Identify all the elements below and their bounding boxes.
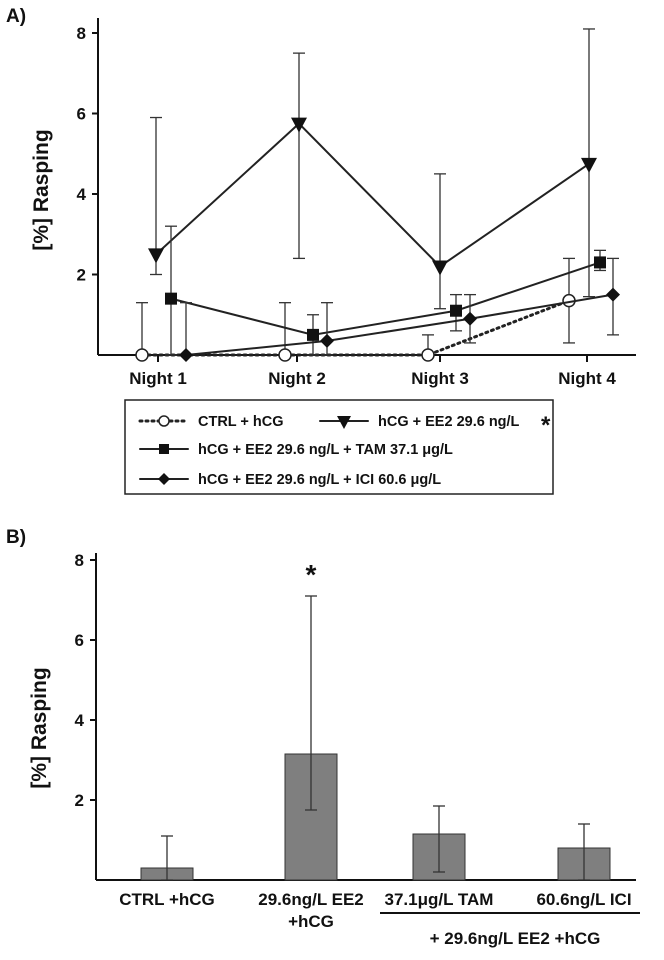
series-3-line: [170, 261, 601, 336]
bar-errorbar: [433, 805, 445, 873]
bar-group-2: * 29.6ng/L EE2 +hCG: [258, 559, 364, 931]
panel-b-ytick-label: 8: [75, 551, 84, 570]
series-2-errorbar: [150, 116, 162, 276]
panel-a-ylabel: [%] Rasping: [30, 129, 53, 250]
legend-label: hCG + EE2 29.6 ng/L + TAM 37.1 μg/L: [198, 442, 453, 458]
panel-a-xtick-label: Night 2: [268, 369, 326, 388]
legend-significance-star: *: [541, 412, 551, 439]
legend-label: hCG + EE2 29.6 ng/L + ICI 60.6 μg/L: [198, 472, 441, 488]
bar-group-4: 60.6ng/L ICI: [536, 823, 632, 909]
bar-significance-star: *: [306, 559, 317, 590]
panel-b-ytick-label: 6: [75, 631, 84, 650]
panel-a-ytick-label: 4: [77, 185, 87, 204]
panel-b-label: B): [6, 527, 26, 548]
panel-a-ytick-label: 8: [77, 24, 86, 43]
series-4: [179, 257, 620, 362]
legend-item-4: hCG + EE2 29.6 ng/L + ICI 60.6 μg/L: [139, 472, 441, 488]
series-3-point: [450, 304, 462, 317]
series-4-point: [606, 287, 620, 302]
series-3-errorbar: [165, 225, 177, 356]
legend-item-1: CTRL + hCG: [138, 414, 284, 430]
series-4-point: [463, 311, 477, 326]
panel-a-label: A): [6, 6, 26, 27]
series-2-line: [155, 122, 590, 268]
bar-group-1: CTRL +hCG: [119, 835, 215, 909]
series-2-errorbar: [293, 52, 305, 260]
series-3-point: [165, 292, 177, 305]
series-4-point: [179, 348, 193, 362]
series-4-point: [320, 333, 334, 348]
bar-errorbar: [161, 835, 173, 881]
series-2-point: [291, 117, 307, 133]
legend-marker: [159, 444, 169, 454]
series-2-point: [148, 248, 164, 264]
panel-b-ytick-label: 4: [75, 711, 85, 730]
series-2-point: [581, 157, 597, 173]
panel-a-xtick-label: Night 3: [411, 369, 469, 388]
legend-item-3: hCG + EE2 29.6 ng/L + TAM 37.1 μg/L: [139, 442, 453, 458]
legend-label: CTRL + hCG: [198, 414, 284, 430]
series-1-point: [135, 348, 149, 362]
series-1-errorbar: [136, 302, 148, 356]
series-1-point: [421, 348, 435, 362]
panel-b-ytick-label: 2: [75, 791, 84, 810]
bar-group-3: 37.1μg/L TAM: [385, 805, 494, 909]
panel-a-xtick-label: Night 1: [129, 369, 187, 388]
series-2-errorbar: [434, 173, 446, 310]
bar-category-label: 37.1μg/L TAM: [385, 890, 494, 909]
legend-marker: [158, 415, 170, 427]
legend-box: [124, 399, 554, 495]
series-1: [135, 257, 576, 362]
series-1-point: [278, 348, 292, 362]
legend-marker: [158, 473, 170, 485]
panel-a-xtick-label: Night 4: [558, 369, 616, 388]
legend-marker: [337, 416, 351, 429]
group-label: + 29.6ng/L EE2 +hCG: [430, 929, 601, 948]
bar-category-label: CTRL +hCG: [119, 890, 215, 909]
series-4-errorbar: [180, 302, 192, 356]
series-3-point: [307, 328, 319, 341]
series-4-line: [185, 293, 614, 356]
legend-label: hCG + EE2 29.6 ng/L: [378, 414, 520, 430]
bar-category-label-line2: +hCG: [288, 912, 334, 931]
series-3-point: [594, 256, 606, 269]
bar-category-label: 29.6ng/L EE2: [258, 890, 364, 909]
legend-item-2: hCG + EE2 29.6 ng/L *: [319, 412, 551, 439]
bar-errorbar: [578, 823, 590, 881]
bar-errorbar: [305, 595, 317, 811]
panel-a-ytick-label: 2: [77, 266, 86, 285]
series-2: [148, 28, 597, 310]
bar-category-label: 60.6ng/L ICI: [536, 890, 631, 909]
panel-a-ytick-label: 6: [77, 105, 86, 124]
series-2-point: [432, 260, 448, 276]
panel-b-ylabel: [%] Rasping: [28, 667, 51, 788]
series-3: [165, 225, 606, 356]
series-1-line: [140, 299, 571, 357]
